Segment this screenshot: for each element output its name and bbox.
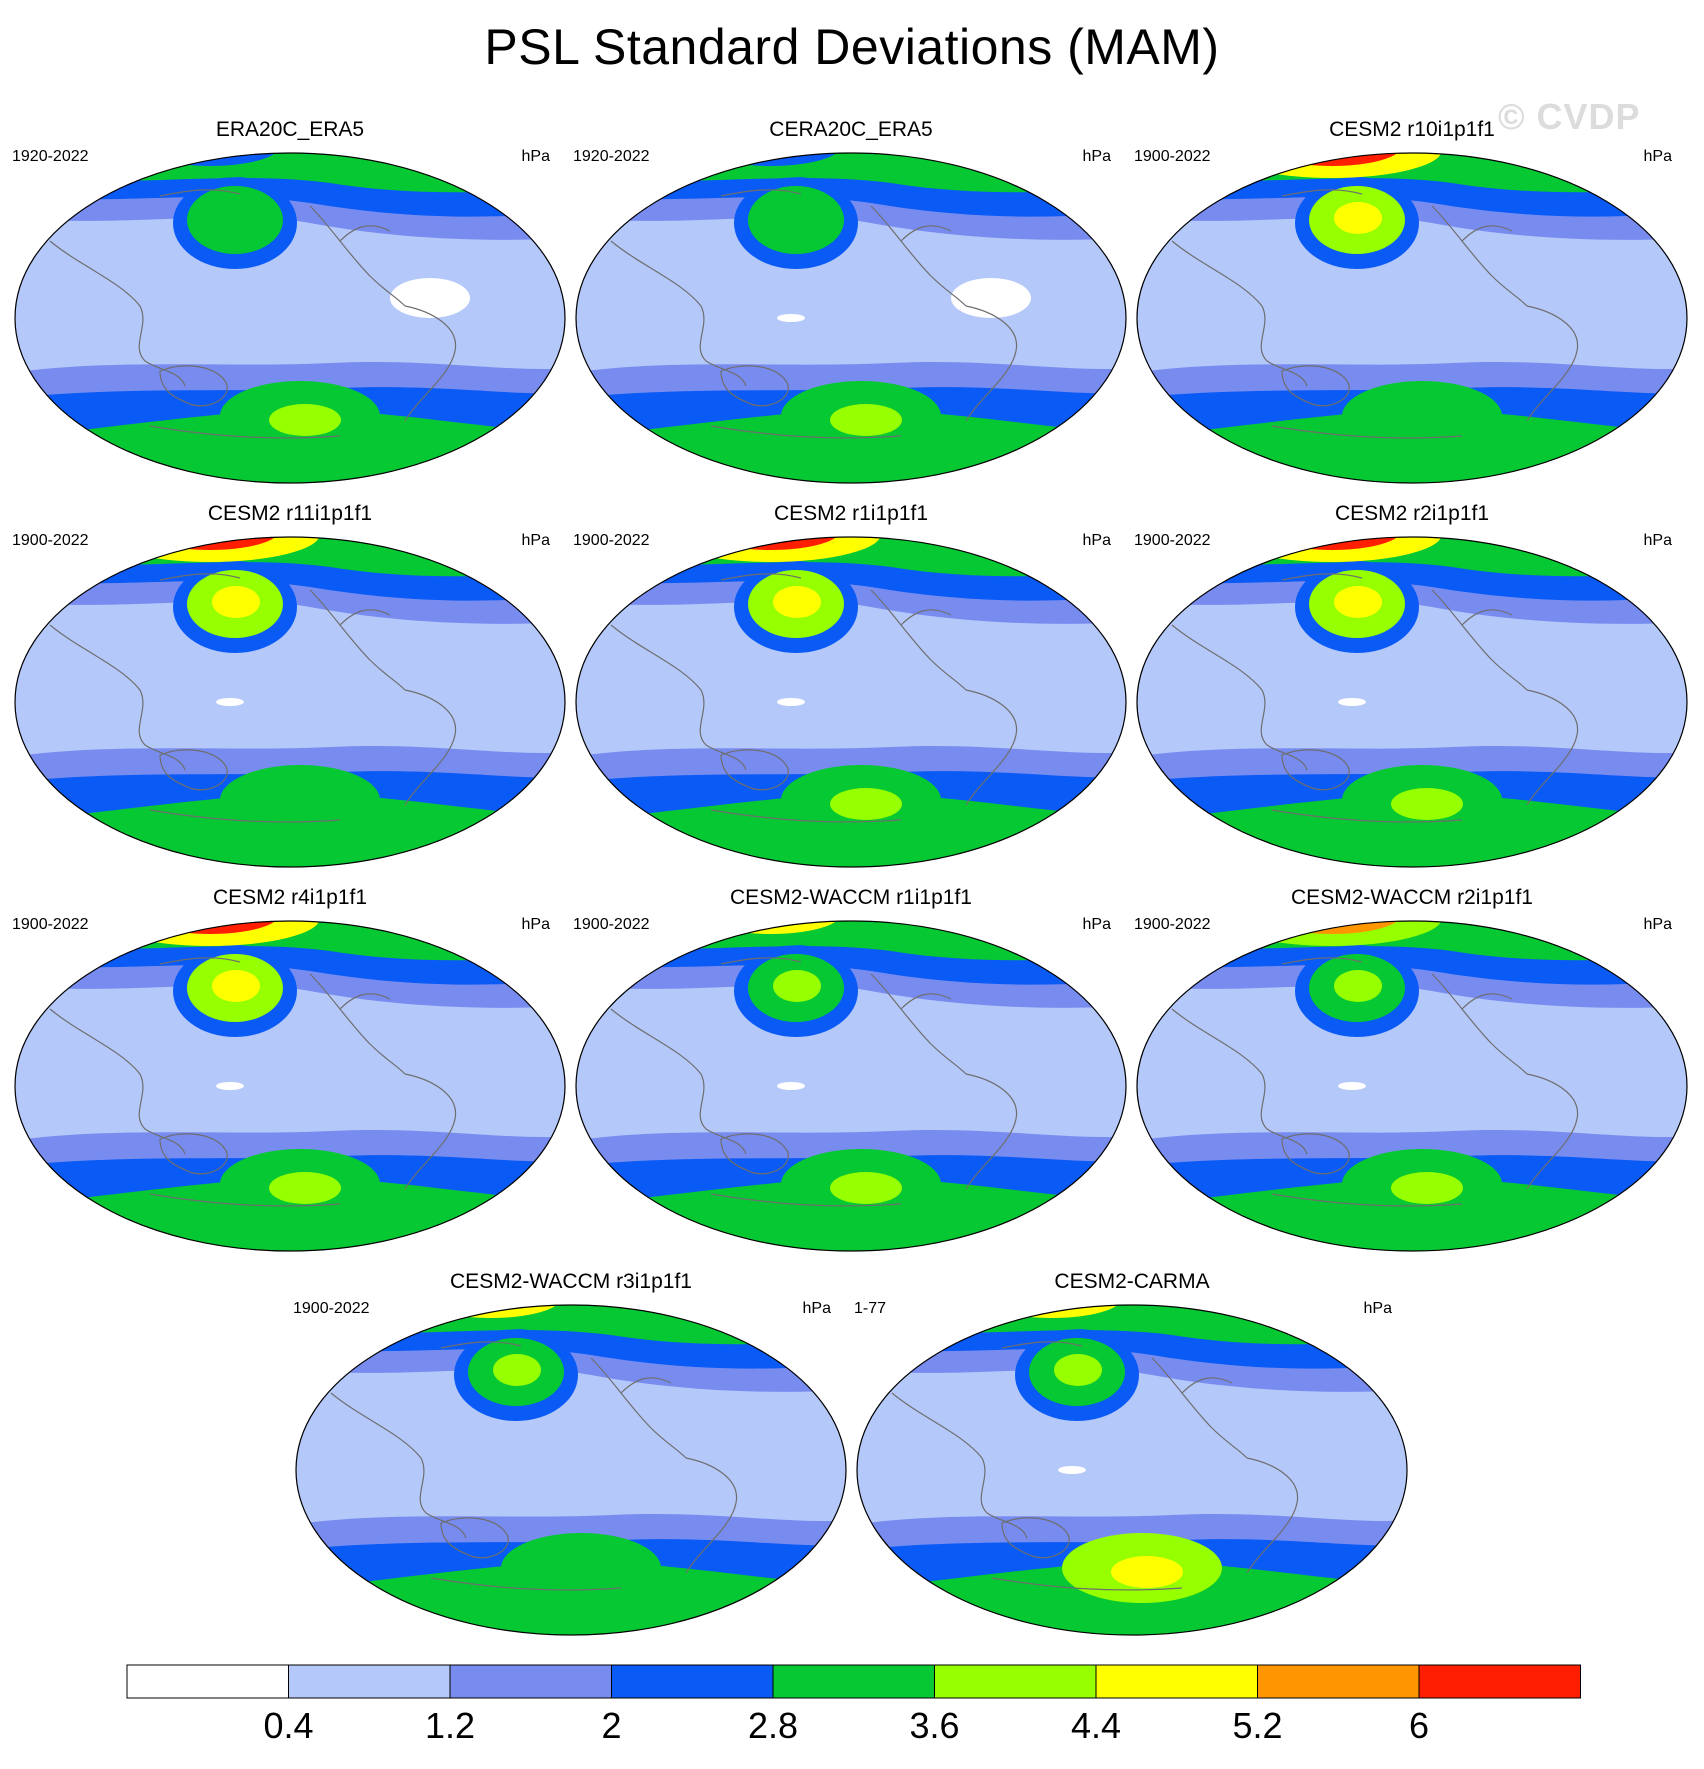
map-panel: CESM2-CARMA 1-77 hPa (852, 1270, 1412, 1642)
panel-title: CESM2 r11i1p1f1 (207, 502, 373, 525)
contour-fields (15, 153, 565, 483)
map-panel: CESM2-WACCM r2i1p1f1 1900-2022 hPa (1132, 886, 1692, 1258)
colorbar-tick-label: 1.2 (425, 1705, 475, 1746)
panel-period: 1920-2022 (12, 148, 89, 165)
panel-unit: hPa (1643, 916, 1672, 933)
panel-period: 1-77 (854, 1300, 887, 1317)
panel-unit: hPa (1363, 1300, 1392, 1317)
colorbar-box (1257, 1664, 1420, 1699)
map-panel: CESM2 r11i1p1f1 1900-2022 hPa (10, 502, 570, 874)
panel-unit: hPa (1643, 148, 1672, 165)
colorbar-box (449, 1664, 612, 1699)
panel-period: 1900-2022 (293, 1300, 370, 1317)
coastlines (610, 957, 1018, 1207)
map-panel: CESM2 r4i1p1f1 1900-2022 hPa (10, 886, 570, 1258)
map-plot (1136, 152, 1688, 484)
map-plot (856, 1304, 1408, 1636)
map-panel: CERA20C_ERA5 1920-2022 hPa (571, 118, 1131, 490)
coastlines (49, 189, 457, 439)
colorbar: 0.4 1.2 2 2.8 3.6 4.4 5.2 6 (126, 1664, 1581, 1746)
panel-unit: hPa (1082, 916, 1111, 933)
colorbar-tick-label: 3.6 (909, 1705, 959, 1746)
colorbar-box (1418, 1664, 1581, 1699)
map-plot (575, 536, 1127, 868)
map-panel: CESM2 r2i1p1f1 1900-2022 hPa (1132, 502, 1692, 874)
watermark: © CVDP (1498, 96, 1641, 137)
colorbar-tick-label: 0.4 (263, 1705, 313, 1746)
panel-title: CESM2-WACCM r2i1p1f1 (1291, 886, 1533, 909)
panel-period: 1900-2022 (573, 532, 650, 549)
panel-unit: hPa (521, 916, 550, 933)
coastlines (1171, 189, 1579, 439)
panel-title: CESM2-WACCM r3i1p1f1 (450, 1270, 692, 1293)
panel-unit: hPa (802, 1300, 831, 1317)
panel-period: 1900-2022 (12, 916, 89, 933)
colorbar-tick-label: 2 (601, 1705, 621, 1746)
panel-title: CESM2-CARMA (1054, 1270, 1210, 1293)
panel-period: 1900-2022 (1134, 916, 1211, 933)
coastlines (49, 957, 457, 1207)
coastlines (1171, 573, 1579, 823)
colorbar-tick-label: 6 (1409, 1705, 1429, 1746)
panel-period: 1920-2022 (573, 148, 650, 165)
map-plot (575, 152, 1127, 484)
map-panel: CESM2-WACCM r1i1p1f1 1900-2022 hPa (571, 886, 1131, 1258)
colorbar-tick-label: 4.4 (1071, 1705, 1121, 1746)
coastlines (1171, 957, 1579, 1207)
panel-title: CERA20C_ERA5 (769, 118, 933, 141)
colorbar-box (126, 1664, 289, 1699)
page-title: PSL Standard Deviations (MAM) (484, 19, 1220, 75)
map-plot (14, 920, 566, 1252)
map-panel: CESM2 r1i1p1f1 1900-2022 hPa (571, 502, 1131, 874)
map-plot (1136, 536, 1688, 868)
contour-fields (576, 537, 1126, 867)
map-plot (575, 920, 1127, 1252)
coastlines (49, 573, 457, 823)
colorbar-box (611, 1664, 774, 1699)
panel-unit: hPa (1643, 532, 1672, 549)
panel-period: 1900-2022 (1134, 148, 1211, 165)
panel-title: CESM2 r2i1p1f1 (1334, 502, 1490, 525)
colorbar-boxes (126, 1664, 1581, 1699)
colorbar-box (1095, 1664, 1258, 1699)
map-plot (295, 1304, 847, 1636)
coastlines (610, 189, 1018, 439)
colorbar-tick-label: 2.8 (748, 1705, 798, 1746)
colorbar-box (772, 1664, 935, 1699)
panel-title: CESM2 r10i1p1f1 (1329, 118, 1495, 141)
panel-period: 1900-2022 (1134, 532, 1211, 549)
colorbar-box (934, 1664, 1097, 1699)
map-plot (14, 536, 566, 868)
coastlines (610, 573, 1018, 823)
colorbar-box (288, 1664, 451, 1699)
map-plot (14, 152, 566, 484)
panel-unit: hPa (1082, 148, 1111, 165)
colorbar-tick-label: 5.2 (1232, 1705, 1282, 1746)
map-panel: ERA20C_ERA5 1920-2022 hPa (10, 118, 570, 490)
coastlines (891, 1341, 1299, 1591)
panel-period: 1900-2022 (12, 532, 89, 549)
panel-title: CESM2-WACCM r1i1p1f1 (730, 886, 972, 909)
coastlines (330, 1341, 738, 1591)
map-panel: CESM2 r10i1p1f1 1900-2022 hPa (1132, 118, 1692, 490)
map-panel: CESM2-WACCM r3i1p1f1 1900-2022 hPa (291, 1270, 851, 1642)
panel-unit: hPa (521, 148, 550, 165)
panel-title: CESM2 r4i1p1f1 (212, 886, 368, 909)
panel-unit: hPa (1082, 532, 1111, 549)
map-plot (1136, 920, 1688, 1252)
panel-period: 1900-2022 (573, 916, 650, 933)
panel-title: CESM2 r1i1p1f1 (773, 502, 929, 525)
colorbar-labels: 0.4 1.2 2 2.8 3.6 4.4 5.2 6 (263, 1705, 1429, 1746)
panel-unit: hPa (521, 532, 550, 549)
panel-title: ERA20C_ERA5 (215, 118, 365, 141)
